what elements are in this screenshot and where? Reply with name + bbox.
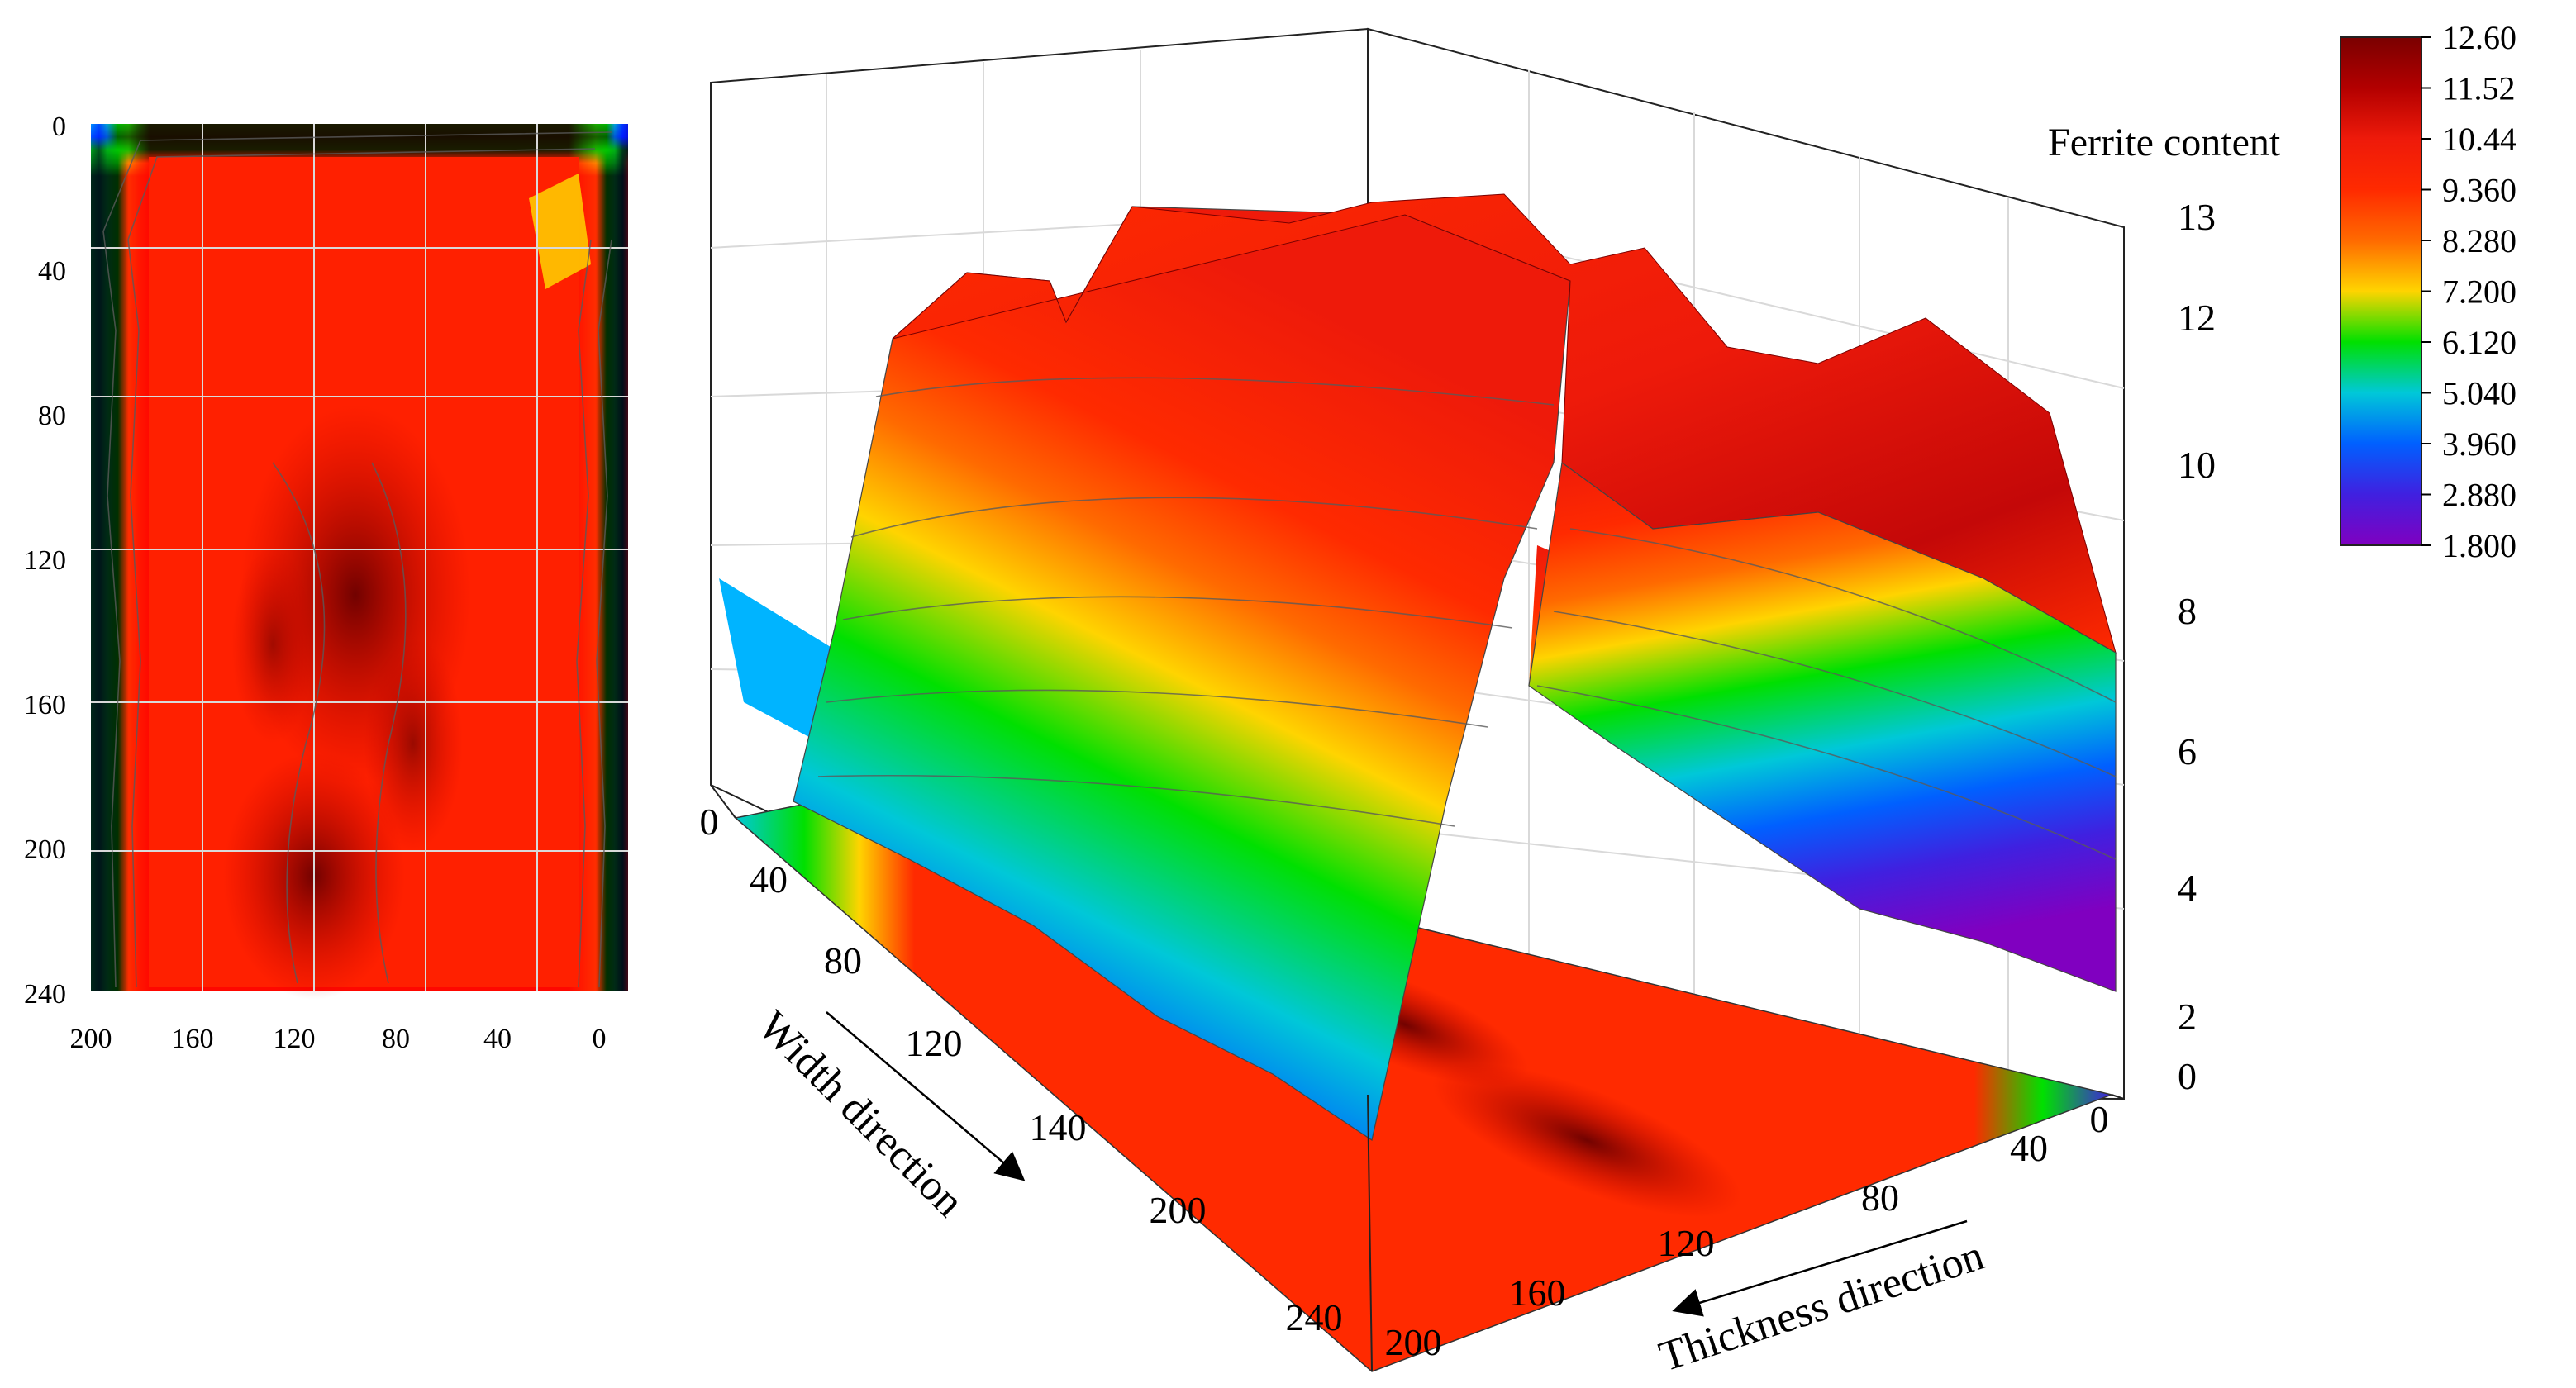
colorbar-label: 1.800	[2442, 527, 2516, 564]
map-y-tick: 80	[38, 401, 66, 431]
thickness-arrow	[1672, 1219, 1968, 1317]
thickness-tick: 40	[2010, 1127, 2048, 1169]
colorbar-label: 8.280	[2442, 222, 2516, 259]
map-x-tick: 200	[70, 1024, 112, 1054]
map-x-tick: 160	[172, 1024, 214, 1054]
front-edges	[710, 784, 2125, 1372]
width-tick: 120	[906, 1022, 963, 1064]
thickness-tick: 200	[1385, 1321, 1442, 1363]
z-tick: 2	[2178, 996, 2197, 1038]
surface-3d	[710, 27, 2125, 1372]
top-ridge	[892, 193, 2117, 654]
right-slope	[1528, 461, 2117, 992]
map-y-tick: 0	[52, 112, 66, 142]
colorbar-scale	[2340, 36, 2422, 546]
colorbar-label: 12.60	[2442, 19, 2516, 56]
map-x-tick: 80	[382, 1024, 410, 1054]
width-tick: 200	[1150, 1189, 1207, 1231]
map-core-left	[231, 545, 314, 744]
contour-map-2d	[91, 124, 628, 1000]
z-tick: 4	[2178, 867, 2197, 909]
map-y-tick: 240	[24, 979, 66, 1010]
map-core-right	[364, 636, 463, 851]
map-yellow-spot	[529, 174, 591, 289]
width-tick: 0	[700, 801, 719, 843]
colorbar-label: 10.44	[2442, 121, 2516, 158]
thickness-tick: 160	[1509, 1272, 1566, 1314]
thickness-tick: 0	[2090, 1098, 2109, 1140]
colorbar-label: 6.120	[2442, 324, 2516, 361]
thickness-tick: 80	[1861, 1176, 1899, 1219]
map-y-tick: 40	[38, 256, 66, 287]
chart-title: Ferrite content	[2048, 121, 2281, 164]
colorbar-label: 3.960	[2442, 425, 2516, 463]
width-arrow	[826, 1011, 1026, 1181]
z-tick: 12	[2178, 297, 2216, 339]
thickness-tick: 120	[1658, 1222, 1715, 1264]
colorbar-label: 2.880	[2442, 477, 2516, 514]
colorbar-label: 9.360	[2442, 172, 2516, 209]
width-tick: 140	[1030, 1106, 1087, 1148]
colorbar-label: 7.200	[2442, 273, 2516, 311]
surface-isolines	[817, 377, 2117, 860]
z-tick: 8	[2178, 590, 2197, 632]
width-tick: 240	[1286, 1296, 1343, 1338]
map-x-tick: 40	[483, 1024, 512, 1054]
colorbar-label: 11.52	[2442, 70, 2516, 107]
map-contour-lines	[102, 131, 612, 988]
map-grid	[91, 124, 628, 991]
z-tick: 13	[2178, 196, 2216, 238]
z-tick: 0	[2178, 1055, 2197, 1097]
map-y-tick: 200	[24, 834, 66, 865]
map-y-tick: 160	[24, 690, 66, 720]
width-tick: 40	[750, 858, 788, 901]
map-y-tick: 120	[24, 545, 66, 576]
colorbar	[2340, 36, 2422, 546]
map-x-tick: 0	[593, 1024, 607, 1054]
z-tick: 6	[2178, 730, 2197, 772]
floor-core-1	[1432, 1062, 1741, 1218]
width-tick: 80	[824, 939, 862, 982]
map-x-tick: 120	[274, 1024, 316, 1054]
z-tick: 10	[2178, 444, 2216, 486]
colorbar-label: 5.040	[2442, 375, 2516, 412]
